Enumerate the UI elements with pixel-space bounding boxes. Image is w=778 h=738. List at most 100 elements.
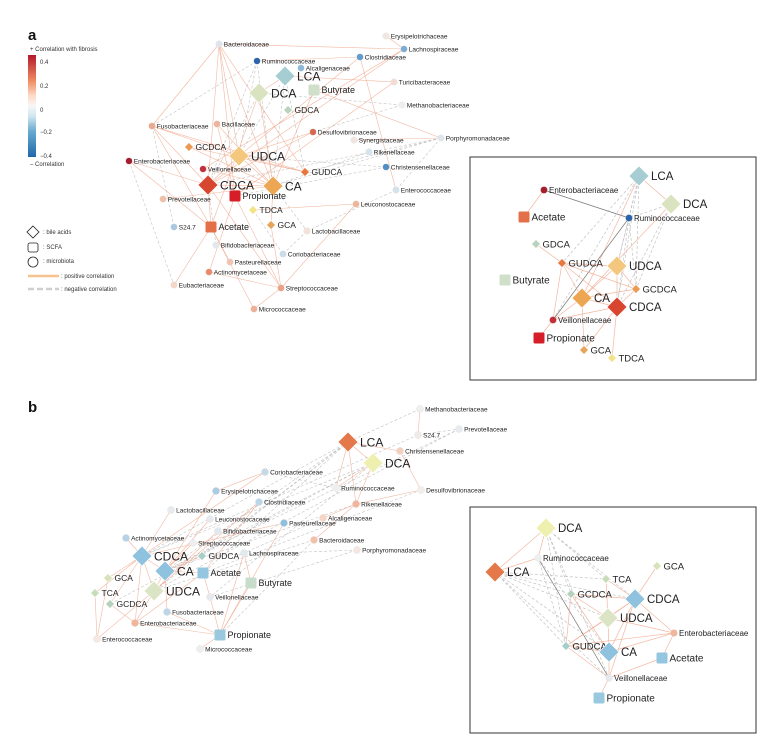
node-gudca[interactable]: GUDCA (300, 167, 343, 177)
node-propionate[interactable]: Propionate (593, 692, 656, 705)
node-butyrate[interactable]: Butyrate (308, 84, 356, 96)
node-veillonellaceae[interactable]: Veillonellaceae (549, 316, 612, 325)
node-lca[interactable]: LCA (337, 431, 383, 453)
node-ca[interactable]: CA (598, 641, 637, 663)
node-alcaligenaceae[interactable]: Alcaligenaceae (297, 64, 351, 73)
node-lactobacillaceae[interactable]: Lactobacillaceae (167, 506, 225, 514)
node-propionate[interactable]: Propionate (214, 629, 272, 641)
node-alcaligenaceae[interactable]: Alcaligenaceae (319, 514, 373, 522)
node-eubacteriaceae[interactable]: Eubacteriaceae (170, 281, 225, 290)
node-actinomycetaceae[interactable]: Actinomycetaceae (205, 268, 268, 277)
node-gcdca[interactable]: GCDCA (184, 142, 227, 152)
node-micrococcaceae[interactable]: Micrococcaceae (250, 305, 306, 314)
node-butyrate[interactable]: Butyrate (245, 577, 293, 589)
node-gca[interactable]: GCA (266, 220, 297, 230)
node-udca[interactable]: UDCA (597, 607, 653, 629)
node-bacteroidaceae[interactable]: Bacteroidaceae (215, 40, 270, 49)
node-dca[interactable]: DCA (535, 517, 583, 539)
node-pasteurellaceae[interactable]: Pasteurellaceae (280, 519, 336, 527)
node-erysipelotrichaceae[interactable]: Erysipelotrichaceae (382, 32, 448, 41)
node-gcdca[interactable]: GCDCA (631, 284, 678, 295)
node-enterobacteriaceae[interactable]: Enterobacteriaceae (670, 629, 749, 638)
node-rikenellaceae[interactable]: Rikenellaceae (365, 148, 415, 157)
node-enterobacteriaceae[interactable]: Enterobacteriaceae (131, 619, 197, 627)
node-gudca[interactable]: GUDCA (197, 551, 240, 561)
node-tdca[interactable]: TDCA (248, 205, 283, 215)
node-gca[interactable]: GCA (579, 345, 612, 356)
node-methanobacteriaceae[interactable]: Methanobacteriaceae (416, 405, 488, 413)
node-gcdca[interactable]: GCDCA (566, 589, 613, 600)
node-fusobacteriaceae[interactable]: Fusobacteriaceae (163, 608, 224, 616)
node-coriobacteriaceae[interactable]: Coriobacteriaceae (279, 250, 341, 259)
node-bacillaceae[interactable]: Bacillaceae (213, 120, 256, 129)
node-enterococcaceae[interactable]: Enterococcaceae (392, 186, 452, 195)
node-clostridiaceae[interactable]: Clostridiaceae (356, 53, 407, 62)
node-lca[interactable]: LCA (628, 165, 674, 187)
node-acetate[interactable]: Acetate (205, 221, 250, 233)
node-bifidobacteriaceae[interactable]: Bifidobacteriaceae (212, 241, 275, 250)
node-gdca[interactable]: GDCA (531, 239, 571, 250)
node-streptococcaceae[interactable]: Streptococcaceae (189, 539, 251, 547)
node-ruminococcaceae[interactable]: Ruminococcaceae (253, 57, 316, 66)
node-veillonellaceae[interactable]: Veillonellaceae (206, 593, 259, 601)
node-udca[interactable]: UDCA (143, 580, 200, 602)
node-micrococcaceae[interactable]: Micrococcaceae (196, 645, 252, 653)
node-bacteroidaceae[interactable]: Bacteroidaceae (310, 536, 365, 544)
node-veillonellaceae[interactable]: Veillonellaceae (605, 674, 668, 683)
node-gcdca[interactable]: GCDCA (105, 599, 148, 609)
node-rikenellaceae[interactable]: Rikenellaceae (352, 500, 402, 508)
node-acetate[interactable]: Acetate (518, 211, 566, 224)
node-ruminococcaceae[interactable]: Ruminococcaceae (534, 554, 610, 563)
node-cdca[interactable]: CDCA (197, 174, 254, 196)
node-erysipelotrichaceae[interactable]: Erysipelotrichaceae (212, 487, 278, 495)
node-propionate[interactable]: Propionate (533, 332, 596, 345)
node-streptococcaceae[interactable]: Streptococcaceae (277, 284, 339, 293)
node-veillonellaceae[interactable]: Veillonellaceae (199, 165, 252, 174)
node-coriobacteriaceae[interactable]: Coriobacteriaceae (261, 468, 323, 476)
node-leuconostocaceae[interactable]: Leuconostocaceae (352, 200, 416, 209)
node-udca[interactable]: UDCA (606, 255, 662, 277)
node-gca[interactable]: GCA (103, 573, 134, 583)
node-dca[interactable]: DCA (248, 82, 296, 104)
node-udca[interactable]: UDCA (228, 145, 285, 167)
node-lachnospiraceae[interactable]: Lachnospiraceae (240, 549, 299, 557)
node-tca[interactable]: TCA (90, 588, 119, 598)
node-gudca[interactable]: GUDCA (557, 258, 604, 269)
node-lca[interactable]: LCA (274, 65, 320, 87)
node-ruminococcaceae[interactable]: Ruminococcaceae (332, 484, 395, 492)
node-s24-7[interactable]: S24.7 (170, 223, 196, 232)
node-pasteurellaceae[interactable]: Pasteurellaceae (226, 258, 282, 267)
node-dca[interactable]: DCA (660, 193, 708, 215)
node-synergistaceae[interactable]: Synergistaceae (350, 136, 404, 145)
node-methanobacteriaceae[interactable]: Methanobacteriaceae (398, 101, 470, 110)
node-gca[interactable]: GCA (652, 561, 685, 572)
node-ca[interactable]: CA (154, 560, 194, 582)
node-prevotellaceae[interactable]: Prevotellaceae (159, 195, 211, 204)
node-gudca[interactable]: GUDCA (561, 641, 608, 652)
node-lca[interactable]: LCA (484, 561, 530, 583)
node-cdca[interactable]: CDCA (624, 588, 680, 610)
node-christensenellaceae[interactable]: Christensenellaceae (382, 163, 450, 172)
node-porphyromonadaceae[interactable]: Porphyromonadaceae (437, 134, 510, 143)
node-lachnospiraceae[interactable]: Lachnospiraceae (400, 45, 459, 54)
node-ca[interactable]: CA (262, 175, 302, 197)
node-cdca[interactable]: CDCA (131, 545, 188, 567)
node-leuconostocaceae[interactable]: Leuconostocaceae (206, 515, 270, 523)
node-christensenellaceae[interactable]: Christensenellaceae (396, 447, 464, 455)
node-enterobacteriaceae[interactable]: Enterobacteriaceae (540, 186, 619, 195)
node-porphyromonadaceae[interactable]: Porphyromonadaceae (353, 546, 426, 554)
node-lactobacillaceae[interactable]: Lactobacillaceae (303, 227, 361, 236)
node-cdca[interactable]: CDCA (606, 296, 662, 318)
node-turicibacteraceae[interactable]: Turicibacteraceae (390, 78, 451, 87)
node-butyrate[interactable]: Butyrate (499, 274, 551, 287)
node-ca[interactable]: CA (571, 287, 610, 309)
node-s24-7[interactable]: S24.7 (414, 431, 440, 439)
node-actinomycetaceae[interactable]: Actinomycetaceae (122, 534, 185, 542)
node-enterobacteriaceae[interactable]: Enterobacteriaceae (125, 157, 191, 166)
node-enterococcaceae[interactable]: Enterococcaceae (93, 635, 153, 643)
node-acetate[interactable]: Acetate (197, 567, 242, 579)
node-desulfovibrionaceae[interactable]: Desulfovibrionaceae (309, 128, 377, 137)
node-dca[interactable]: DCA (362, 452, 410, 474)
node-fusobacteriaceae[interactable]: Fusobacteriaceae (148, 122, 209, 131)
node-prevotellaceae[interactable]: Prevotellaceae (455, 425, 507, 433)
